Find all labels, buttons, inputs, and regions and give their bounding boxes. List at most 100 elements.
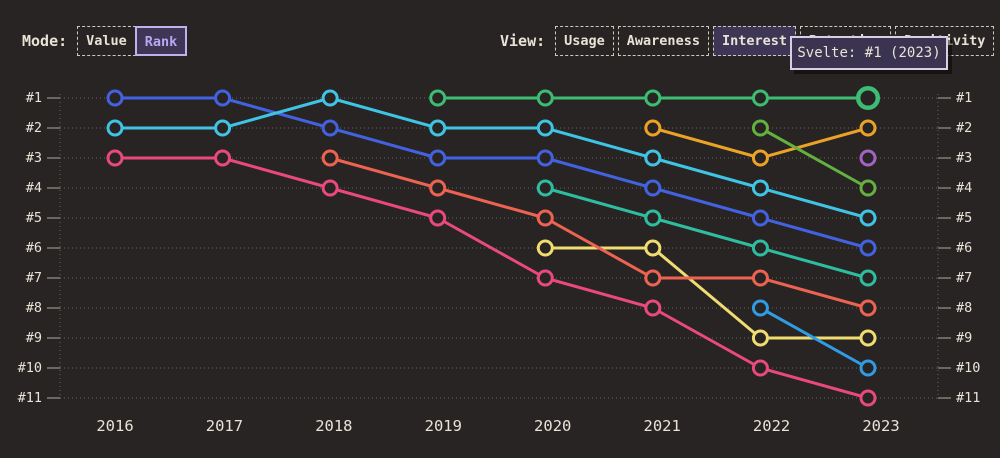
data-point-cyan-2018[interactable] <box>321 89 339 107</box>
data-point-sky-2022[interactable] <box>751 299 769 317</box>
view-button-group: Usage Awareness Interest Retention Positivit… <box>555 26 998 56</box>
rank-label-left-7: #7 <box>26 270 42 286</box>
view-option-awareness[interactable]: Awareness <box>617 26 709 56</box>
view-option-usage[interactable]: Usage <box>555 26 614 56</box>
view-option-interest[interactable]: Interest <box>712 26 796 56</box>
series-line-rose <box>113 156 870 400</box>
data-point-yellow-2020[interactable] <box>536 239 554 257</box>
view-option-retention[interactable]: Retention <box>799 26 892 56</box>
data-point-yellow-2023[interactable] <box>859 329 877 347</box>
mode-button-group: Value Rank <box>77 26 188 56</box>
year-label-2019: 2019 <box>425 417 462 435</box>
year-label-2017: 2017 <box>206 417 243 435</box>
rank-label-left-10: #10 <box>18 360 42 376</box>
view-control: View: Usage Awareness Interest Retention Pos… <box>500 26 998 56</box>
data-point-cyan-2023[interactable] <box>859 209 877 227</box>
series-line-cyan <box>113 96 870 220</box>
data-point-yellow-2022[interactable] <box>751 329 769 347</box>
rank-label-right-3: #3 <box>956 150 972 166</box>
data-point-rose-2021[interactable] <box>644 299 662 317</box>
year-label-2022: 2022 <box>753 417 790 435</box>
data-point-teal-2021[interactable] <box>644 209 662 227</box>
mode-option-value[interactable]: Value <box>77 26 136 56</box>
series-line-olive <box>758 126 870 190</box>
data-point-rose-2020[interactable] <box>536 269 554 287</box>
rank-label-left-5: #5 <box>26 210 42 226</box>
rank-label-left-4: #4 <box>26 180 42 196</box>
rank-label-left-3: #3 <box>26 150 42 166</box>
mode-label: Mode: <box>22 32 68 50</box>
rank-label-right-7: #7 <box>956 270 972 286</box>
data-point-blue-2023[interactable] <box>859 239 877 257</box>
year-label-2020: 2020 <box>534 417 571 435</box>
data-point-cyan-2022[interactable] <box>751 179 769 197</box>
data-point-salmon-2021[interactable] <box>644 269 662 287</box>
data-point-rose-2023[interactable] <box>859 389 877 407</box>
mode-option-rank[interactable]: Rank <box>134 26 188 56</box>
data-point-rose-2017[interactable] <box>214 149 232 167</box>
data-point-svelte-2022[interactable] <box>751 89 769 107</box>
data-point-salmon-2018[interactable] <box>321 149 339 167</box>
rank-label-right-9: #9 <box>956 330 972 346</box>
data-point-teal-2020[interactable] <box>536 179 554 197</box>
data-point-blue-2018[interactable] <box>321 119 339 137</box>
data-point-svelte-2021[interactable] <box>644 89 662 107</box>
data-point-purple-2023[interactable] <box>859 149 877 167</box>
data-point-cyan-2020[interactable] <box>536 119 554 137</box>
data-point-teal-2022[interactable] <box>751 239 769 257</box>
rank-label-right-8: #8 <box>956 300 972 316</box>
rank-label-right-11: #11 <box>956 390 980 406</box>
rank-label-left-1: #1 <box>26 90 42 106</box>
data-point-blue-2020[interactable] <box>536 149 554 167</box>
data-point-orange-2022[interactable] <box>751 149 769 167</box>
year-label-2018: 2018 <box>315 417 352 435</box>
data-point-rose-2016[interactable] <box>106 149 124 167</box>
data-point-cyan-2019[interactable] <box>429 119 447 137</box>
data-point-cyan-2017[interactable] <box>214 119 232 137</box>
data-point-blue-2016[interactable] <box>106 89 124 107</box>
rank-label-right-1: #1 <box>956 90 972 106</box>
data-point-olive-2023[interactable] <box>859 179 877 197</box>
rank-label-left-11: #11 <box>18 390 42 406</box>
data-point-rose-2019[interactable] <box>429 209 447 227</box>
data-point-svelte-2020[interactable] <box>536 89 554 107</box>
data-point-blue-2017[interactable] <box>214 89 232 107</box>
rank-label-left-6: #6 <box>26 240 42 256</box>
year-label-2021: 2021 <box>643 417 680 435</box>
data-point-rose-2022[interactable] <box>751 359 769 377</box>
data-point-olive-2022[interactable] <box>751 119 769 137</box>
data-point-salmon-2022[interactable] <box>751 269 769 287</box>
data-point-blue-2021[interactable] <box>644 179 662 197</box>
year-label-2023: 2023 <box>862 417 899 435</box>
data-point-rose-2018[interactable] <box>321 179 339 197</box>
series-line-blue <box>113 96 870 250</box>
rank-label-right-2: #2 <box>956 120 972 136</box>
data-point-svelte-2019[interactable] <box>429 89 447 107</box>
data-point-cyan-2016[interactable] <box>106 119 124 137</box>
view-label: View: <box>500 32 546 50</box>
year-label-2016: 2016 <box>96 417 133 435</box>
data-point-salmon-2020[interactable] <box>536 209 554 227</box>
data-point-blue-2022[interactable] <box>751 209 769 227</box>
data-point-blue-2019[interactable] <box>429 149 447 167</box>
data-point-svelte-2023-highlighted[interactable] <box>855 85 881 111</box>
series-line-sky <box>758 306 870 370</box>
data-point-teal-2023[interactable] <box>859 269 877 287</box>
series-line-teal <box>543 186 870 280</box>
rank-label-left-2: #2 <box>26 120 42 136</box>
rank-label-right-10: #10 <box>956 360 980 376</box>
mode-control: Mode: Value Rank <box>22 26 188 56</box>
rank-label-left-9: #9 <box>26 330 42 346</box>
data-point-sky-2023[interactable] <box>859 359 877 377</box>
data-point-cyan-2021[interactable] <box>644 149 662 167</box>
data-point-orange-2021[interactable] <box>644 119 662 137</box>
data-point-salmon-2023[interactable] <box>859 299 877 317</box>
rank-label-left-8: #8 <box>26 300 42 316</box>
data-point-salmon-2019[interactable] <box>429 179 447 197</box>
rank-label-right-5: #5 <box>956 210 972 226</box>
data-point-orange-2023[interactable] <box>859 119 877 137</box>
view-option-positivity[interactable]: Positivity <box>895 26 995 56</box>
data-point-yellow-2021[interactable] <box>644 239 662 257</box>
rank-label-right-6: #6 <box>956 240 972 256</box>
